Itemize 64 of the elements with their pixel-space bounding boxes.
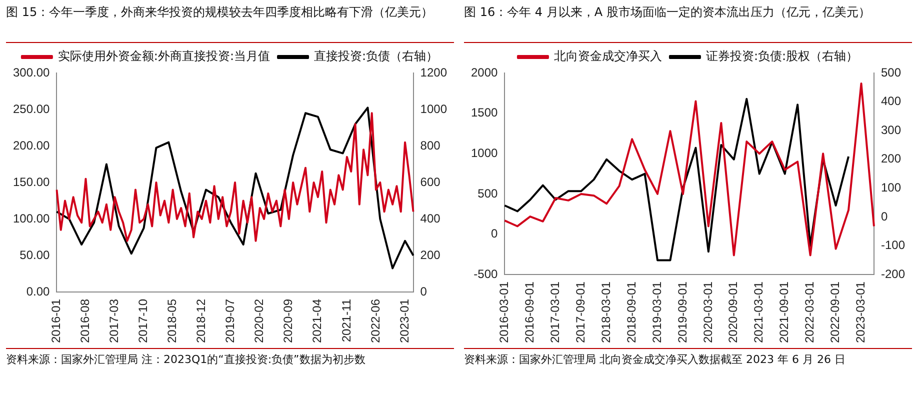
x-tick-label: 2019-09-01 bbox=[675, 281, 690, 344]
x-tick-label: 2016-08 bbox=[78, 298, 92, 344]
x-tick-label: 2019-07 bbox=[223, 298, 238, 344]
y-tick-label: 250.00 bbox=[13, 102, 50, 116]
x-tick-label: 2018-12 bbox=[194, 298, 208, 344]
x-tick-label: 2021-11 bbox=[339, 298, 354, 342]
x-tick-label: 2020-09 bbox=[281, 298, 296, 344]
x-tick-label: 2020-02 bbox=[252, 298, 266, 344]
x-tick-label: 2023-01 bbox=[397, 298, 412, 344]
y-tick-label: 1000 bbox=[470, 146, 498, 160]
x-tick-label: 2017-03-01 bbox=[548, 281, 562, 344]
x-tick-label: 2016-01 bbox=[49, 298, 64, 344]
y-tick-label: 150.00 bbox=[13, 174, 50, 189]
y-tick-label: 0.00 bbox=[26, 284, 50, 298]
y2-tick-label: 800 bbox=[420, 138, 441, 152]
x-tick-label: 2022-09-01 bbox=[828, 281, 842, 344]
y-tick-label: 0 bbox=[491, 226, 498, 241]
legend-label: 实际使用外资金额:外商直接投资:当月值 bbox=[58, 49, 270, 64]
x-tick-label: 2017-03 bbox=[107, 298, 122, 344]
y-tick-label: 200.00 bbox=[13, 138, 50, 152]
text: 资料来源：国家外汇管理局 注：2023Q1的“直接投资:负债”数据为初步数 bbox=[6, 348, 454, 368]
legend-label: 证券投资:负债:股权（右轴） bbox=[706, 49, 858, 64]
chart-title: 图 16：今年 4 月以来，A 股市场面临一定的资本流出压力（亿元，亿美元） bbox=[464, 4, 912, 43]
y2-tick-label: 0 bbox=[420, 284, 428, 298]
y2-tick-label: 200 bbox=[420, 248, 441, 262]
y2-tick-label: 100 bbox=[880, 180, 902, 195]
x-tick-label: 2017-10 bbox=[136, 298, 150, 344]
x-tick-label: 2022-06 bbox=[368, 298, 382, 344]
x-tick-label: 2016-09-01 bbox=[522, 281, 536, 344]
y-tick-label: 500 bbox=[478, 186, 498, 200]
x-tick-label: 2019-03-01 bbox=[650, 281, 664, 344]
y2-tick-label: 400 bbox=[420, 211, 441, 226]
y-tick-label: -500 bbox=[474, 266, 498, 281]
x-tick-label: 2021-09-01 bbox=[777, 281, 792, 344]
x-tick-label: 2021-03-01 bbox=[752, 281, 766, 344]
x-tick-label: 2020-03-01 bbox=[700, 281, 715, 344]
y2-tick-label: 200 bbox=[880, 152, 902, 166]
x-tick-label: 2022-03-01 bbox=[802, 281, 817, 344]
y-tick-label: 100.00 bbox=[13, 211, 50, 226]
legend-label: 直接投资:负债（右轴） bbox=[314, 49, 438, 64]
legend-label: 北向资金成交净买入 bbox=[554, 49, 662, 64]
y2-tick-label: 0 bbox=[880, 209, 888, 224]
x-tick-label: 2018-03-01 bbox=[598, 281, 613, 344]
y2-tick-label: 300 bbox=[880, 122, 902, 137]
x-tick-label: 2017-09-01 bbox=[573, 281, 588, 344]
y-tick-label: 1500 bbox=[470, 106, 498, 120]
chart-title: 图 15：今年一季度，外商来华投资的规模较去年四季度相比略有下滑（亿美元） bbox=[6, 4, 454, 43]
x-tick-label: 2018-05 bbox=[165, 298, 180, 344]
y-tick-label: 50.00 bbox=[20, 248, 50, 262]
y2-tick-label: 600 bbox=[420, 174, 441, 189]
x-tick-label: 2021-04 bbox=[310, 298, 324, 344]
y2-tick-label: 1200 bbox=[420, 65, 448, 80]
y-tick-label: 300.00 bbox=[13, 65, 50, 80]
y2-tick-label: -200 bbox=[880, 266, 906, 281]
x-tick-label: 2020-09-01 bbox=[726, 281, 740, 344]
y2-tick-label: 500 bbox=[880, 65, 902, 80]
text: 资料来源：国家外汇管理局 北向资金成交净买入数据截至 2023 年 6 月 26 日 bbox=[464, 348, 912, 368]
x-tick-label: 2023-03-01 bbox=[854, 281, 868, 344]
y2-tick-label: -100 bbox=[880, 238, 906, 252]
y-tick-label: 2000 bbox=[470, 65, 498, 80]
y2-tick-label: 400 bbox=[880, 94, 902, 108]
y2-tick-label: 1000 bbox=[420, 102, 448, 116]
x-tick-label: 2016-03-01 bbox=[497, 281, 512, 344]
x-tick-label: 2018-09-01 bbox=[624, 281, 638, 344]
